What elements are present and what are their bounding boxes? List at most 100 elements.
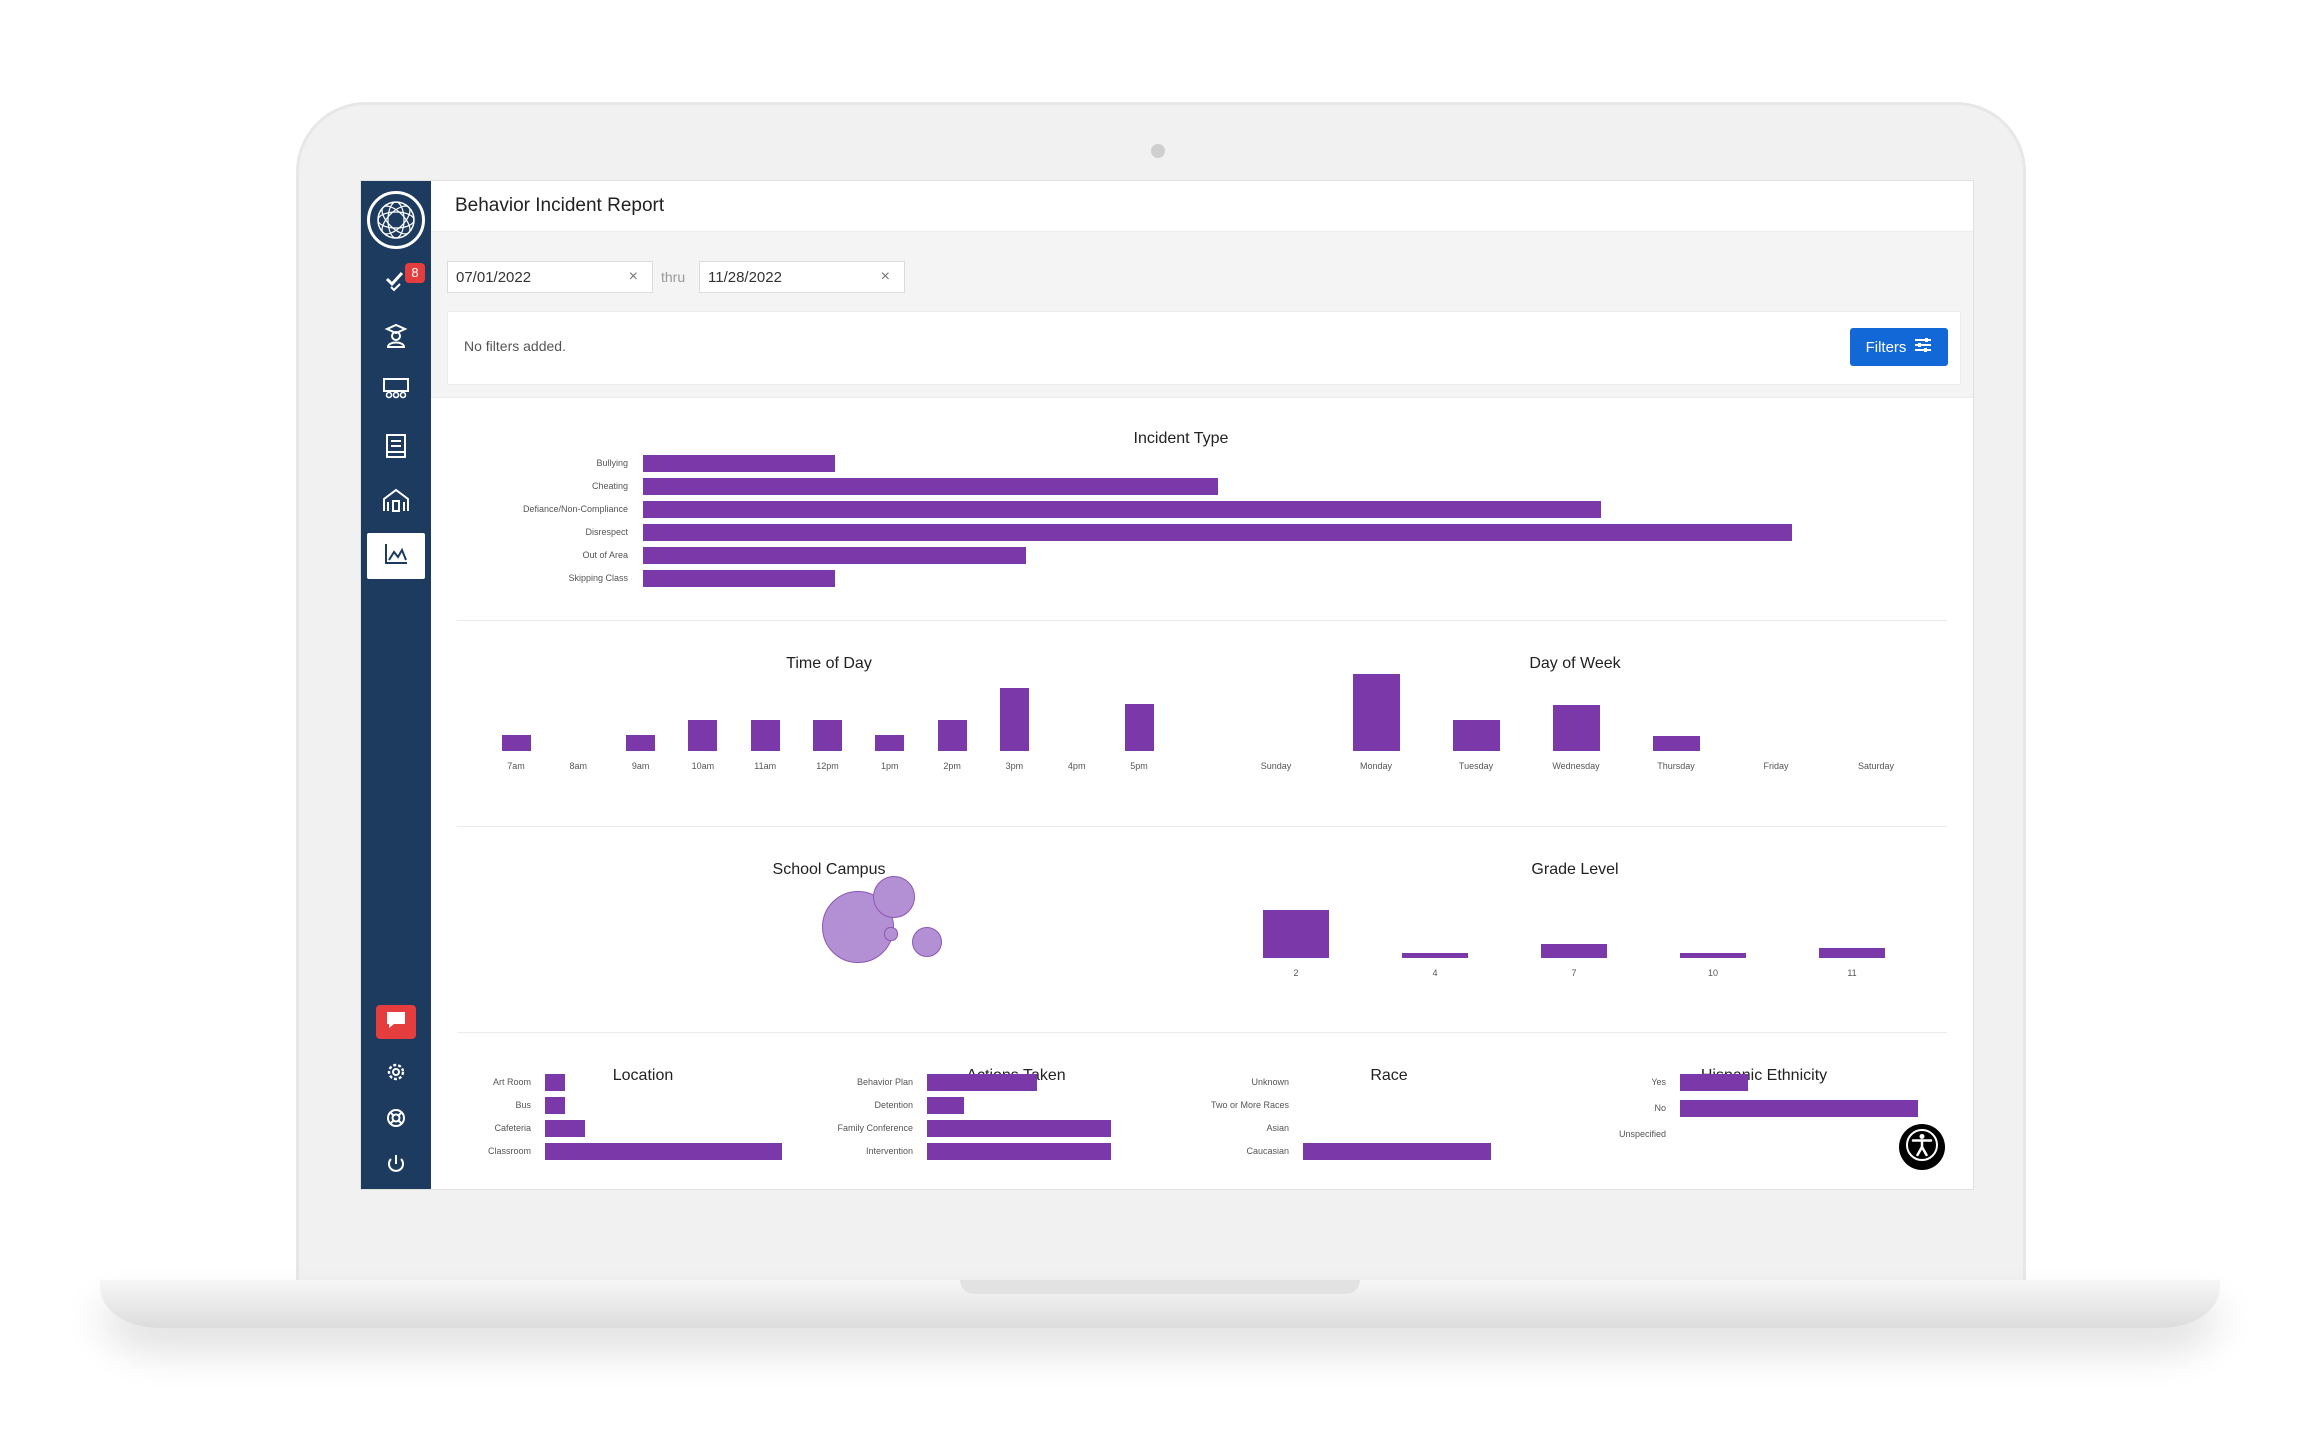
bar-label: Two or More Races: [1210, 1100, 1289, 1110]
bar: [1263, 910, 1329, 958]
school-icon: [381, 487, 411, 518]
bar-label: Classroom: [487, 1146, 531, 1156]
tick-label: 2: [1293, 968, 1299, 978]
sidebar-item-tasks[interactable]: 8: [367, 259, 425, 305]
tick-label: Tuesday: [1458, 761, 1494, 771]
sidebar-item-reports[interactable]: [367, 533, 425, 579]
sidebar-item-gradebook[interactable]: [367, 425, 425, 471]
tick-label: Thursday: [1657, 761, 1695, 771]
chart-title: Time of Day: [786, 655, 872, 672]
bar: [643, 523, 1792, 541]
bar: [545, 1142, 782, 1160]
bar-label: Defiance/Non-Compliance: [522, 504, 628, 514]
bar-label: Unknown: [1251, 1077, 1289, 1087]
sidebar-item-school[interactable]: [367, 479, 425, 525]
charts-area: Incident Type Bullying Cheating Defiance/No…: [431, 397, 1973, 1189]
tick-label: 1pm: [881, 761, 899, 771]
notification-badge: 8: [405, 263, 425, 283]
sidebar: 8: [361, 181, 431, 1189]
chat-button[interactable]: [376, 1005, 416, 1039]
tick-label: 11am: [754, 761, 777, 771]
clear-start-date-icon[interactable]: ×: [628, 268, 638, 285]
filters-status: No filters added.: [464, 338, 566, 354]
end-date-input[interactable]: 11/28/2022 ×: [699, 261, 905, 293]
tick-label: 11: [1847, 968, 1857, 978]
bar: [927, 1096, 964, 1114]
clear-end-date-icon[interactable]: ×: [880, 268, 890, 285]
power-icon: [385, 1153, 407, 1180]
tick-label: Monday: [1359, 761, 1393, 771]
chart-title: Incident Type: [1133, 430, 1229, 447]
start-date-input[interactable]: 07/01/2022 ×: [447, 261, 653, 293]
bar: [1541, 943, 1607, 958]
laptop-notch: [960, 1280, 1360, 1294]
bubble: [911, 926, 943, 958]
bar: [643, 546, 1026, 564]
bar-label: Behavior Plan: [856, 1077, 913, 1087]
chart-title: Day of Week: [1529, 655, 1621, 672]
bar: [1402, 953, 1468, 958]
bubble: [872, 875, 916, 919]
filters-button[interactable]: Filters: [1850, 328, 1948, 366]
tick-label: Friday: [1763, 761, 1789, 771]
tick-label: 7am: [507, 761, 525, 771]
bar: [1124, 703, 1154, 751]
tick-label: 12pm: [816, 761, 839, 771]
bar: [1819, 948, 1885, 958]
app-screen: 8: [360, 180, 1974, 1190]
bar: [643, 569, 835, 587]
chart-title: Race: [1370, 1067, 1408, 1084]
bar: [999, 688, 1029, 751]
tick-label: 10: [1707, 968, 1719, 978]
bar-label: No: [1654, 1103, 1666, 1113]
bar-label: Out of Area: [582, 550, 628, 560]
tick-label: 4: [1432, 968, 1438, 978]
bar: [750, 719, 780, 751]
bar-label: Bullying: [596, 458, 628, 468]
bar: [1680, 1073, 1748, 1091]
bar-label: Yes: [1651, 1077, 1666, 1087]
bar-label: Unspecified: [1618, 1129, 1666, 1139]
bar-label: Caucasian: [1246, 1146, 1289, 1156]
page-title: Behavior Incident Report: [455, 195, 665, 216]
bar: [1652, 735, 1700, 751]
tick-label: 2pm: [943, 761, 961, 771]
section-divider: [457, 826, 1947, 827]
chat-icon: [385, 1010, 407, 1035]
sidebar-item-students[interactable]: [367, 315, 425, 361]
filters-panel: No filters added. Filters: [447, 311, 1961, 385]
bar: [927, 1119, 1111, 1137]
accessibility-button[interactable]: [1899, 1124, 1945, 1170]
bar-label: Intervention: [865, 1146, 913, 1156]
bar: [1352, 674, 1400, 751]
sidebar-item-classrooms[interactable]: [367, 369, 425, 415]
bar: [1303, 1142, 1491, 1160]
sliders-icon: [1914, 337, 1932, 357]
book-icon: [384, 433, 408, 464]
bar: [927, 1142, 1111, 1160]
bar-label: Art Room: [492, 1077, 531, 1087]
bar-label: Asian: [1266, 1123, 1289, 1133]
bar-label: Family Conference: [837, 1123, 913, 1133]
bar-label: Disrespect: [585, 527, 628, 537]
bar: [1680, 1099, 1918, 1117]
sidebar-item-help[interactable]: [367, 1097, 425, 1143]
tick-label: 5pm: [1130, 761, 1148, 771]
sidebar-item-settings[interactable]: [367, 1051, 425, 1097]
bar: [501, 735, 531, 751]
student-icon: [383, 323, 409, 354]
tick-label: 3pm: [1005, 761, 1024, 771]
accessibility-icon: [1905, 1128, 1939, 1167]
bar-label: Skipping Class: [568, 573, 628, 583]
camera-dot: [1151, 144, 1165, 158]
section-divider: [457, 1032, 1947, 1033]
sidebar-item-logout[interactable]: [367, 1143, 425, 1189]
classroom-icon: [382, 377, 410, 408]
logo-icon[interactable]: [367, 191, 425, 249]
date-separator: thru: [661, 269, 686, 285]
bar: [545, 1119, 585, 1137]
bar: [813, 719, 842, 751]
tick-label: 10am: [691, 761, 715, 771]
tick-label: Saturday: [1857, 761, 1895, 771]
tick-label: 7: [1571, 968, 1577, 978]
